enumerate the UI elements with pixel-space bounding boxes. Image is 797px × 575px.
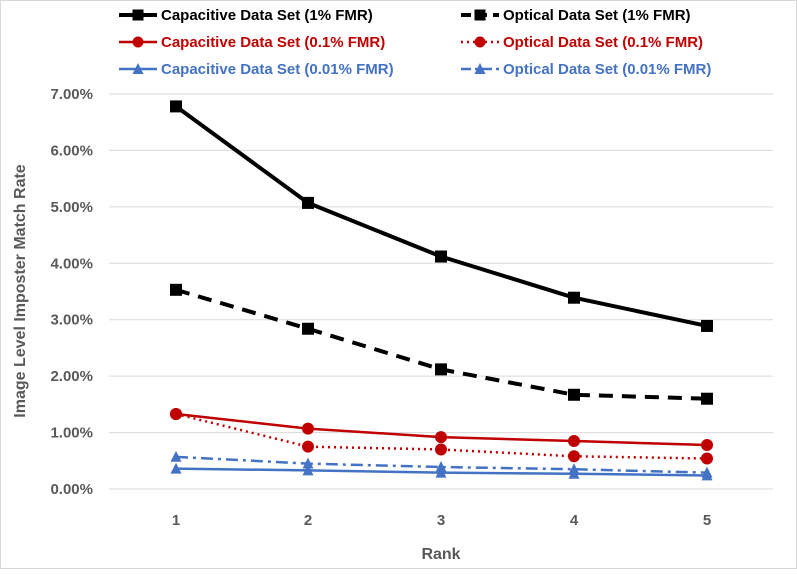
legend-label: Optical Data Set (0.01% FMR) [503,61,711,78]
legend-marker [132,36,144,48]
data-point [170,100,182,113]
x-axis-ticks: 1 2 3 4 5 [172,512,711,529]
data-point [568,463,580,475]
data-point [701,392,713,405]
x-tick-label: 1 [172,512,180,529]
legend-item: Optical Data Set (1% FMR) [461,7,691,24]
y-tick-label: 4.00% [50,255,93,272]
data-point [435,461,447,472]
legend-marker [132,63,144,74]
legend-marker [132,9,144,21]
series-6 [170,450,713,478]
series-line [175,455,708,474]
legend-label: Optical Data Set (1% FMR) [503,7,691,24]
y-tick-label: 2.00% [50,368,93,385]
data-point [701,466,713,478]
data-point [302,440,314,453]
data-point [302,422,314,435]
x-tick-label: 3 [437,512,445,529]
data-point [435,466,447,478]
series-4 [170,407,713,465]
series-line [175,287,708,401]
legend-item: Optical Data Set (0.01% FMR) [461,61,711,78]
y-tick-label: 1.00% [50,425,93,442]
legend: Capacitive Data Set (1% FMR) Optical Data… [119,7,711,78]
series-line [174,104,708,328]
legend-marker [474,9,486,21]
data-point [435,250,447,263]
y-tick-label: 6.00% [50,142,93,159]
legend-item: Optical Data Set (0.1% FMR) [461,34,703,51]
data-point [568,435,580,448]
data-point [568,388,580,401]
legend-item: Capacitive Data Set (0.01% FMR) [119,61,394,78]
legend-label: Capacitive Data Set (1% FMR) [161,7,373,24]
data-point [170,407,182,420]
legend-label: Optical Data Set (0.1% FMR) [503,34,703,51]
data-point [701,319,713,332]
series-2 [170,283,713,405]
legend-marker [474,63,486,74]
gridlines [109,93,773,490]
x-tick-label: 4 [570,512,579,529]
y-axis-label: Image Level Imposter Match Rate [12,164,29,418]
data-point [170,450,182,462]
data-point [170,283,182,296]
y-tick-label: 0.00% [50,481,93,498]
series-layer [170,100,713,481]
data-point [435,431,447,444]
data-point [435,363,447,376]
y-axis-ticks: 0.00% 1.00% 2.00% 3.00% 4.00% 5.00% 6.00% 7.00% [50,86,93,498]
data-point [435,443,447,456]
y-tick-label: 5.00% [50,199,93,216]
series-line [175,412,708,460]
legend-label: Capacitive Data Set (0.1% FMR) [161,34,385,51]
data-point [302,322,314,335]
x-tick-label: 2 [304,512,312,529]
legend-item: Capacitive Data Set (0.1% FMR) [119,34,385,51]
data-point [302,457,314,469]
legend-marker [474,36,486,48]
data-point [170,462,182,474]
data-point [302,464,314,476]
x-axis-label: Rank [421,546,460,563]
series-1 [170,100,713,332]
data-point [568,450,580,463]
y-tick-label: 3.00% [50,312,93,329]
y-tick-label: 7.00% [50,86,93,103]
data-point [701,438,713,451]
x-tick-label: 5 [703,512,711,529]
legend-label: Capacitive Data Set (0.01% FMR) [161,61,394,78]
legend-item: Capacitive Data Set (1% FMR) [119,7,373,24]
data-point [568,291,580,304]
data-point [701,452,713,465]
data-point [302,196,314,209]
